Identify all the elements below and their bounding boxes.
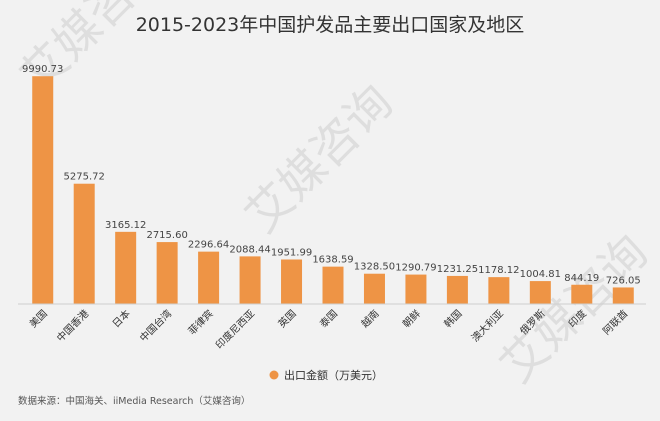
bar (322, 266, 344, 304)
bar-value-label: 5275.72 (64, 172, 105, 183)
x-tick-label: 中国台湾 (137, 307, 174, 344)
bar-value-label: 3165.12 (105, 220, 146, 231)
x-tick-label: 印度尼西亚 (213, 307, 258, 352)
chart-title: 2015-2023年中国护发品主要出口国家及地区 (136, 14, 525, 36)
watermark: 艾媒咨询 (235, 74, 403, 242)
bar-value-label: 2296.64 (188, 240, 229, 251)
x-tick-label: 英国 (275, 307, 298, 330)
source-note: 数据来源：中国海关、iiMedia Research（艾媒咨询） (18, 395, 250, 407)
bar-value-label: 1638.59 (312, 255, 353, 266)
bar-value-label: 1231.25 (437, 264, 478, 275)
bar-value-label: 2715.60 (146, 230, 187, 241)
x-tick-label: 日本 (109, 307, 132, 330)
x-tick-label: 美国 (27, 307, 50, 330)
x-tick-label: 中国香港 (54, 307, 91, 344)
bar (239, 256, 261, 304)
bar-value-label: 1328.50 (354, 262, 395, 273)
bar-value-label: 1178.12 (478, 265, 519, 276)
bar-value-label: 2088.44 (229, 244, 270, 255)
bar (198, 251, 220, 304)
bar (281, 259, 303, 304)
bar-value-label: 844.19 (564, 273, 599, 284)
bar (405, 274, 427, 304)
bar (529, 281, 551, 304)
x-tick-label: 朝鲜 (400, 307, 423, 330)
bar-value-label: 1951.99 (271, 247, 312, 258)
bar (32, 76, 54, 304)
x-tick-label: 菲律宾 (185, 307, 215, 337)
x-tick-label: 越南 (358, 307, 381, 330)
bar (612, 287, 634, 304)
x-tick-label: 韩国 (441, 307, 464, 330)
bar-value-label: 9990.73 (22, 64, 63, 75)
legend-label: 出口金额（万美元） (284, 368, 383, 382)
bar (488, 277, 510, 304)
bar (73, 183, 95, 304)
bar (115, 231, 137, 304)
x-tick-label: 泰国 (317, 307, 340, 330)
bar (363, 273, 385, 304)
watermark: 艾媒咨询 (490, 224, 658, 392)
bar-value-label: 1290.79 (395, 263, 436, 274)
bar (446, 275, 468, 304)
x-tick-label: 澳大利亚 (469, 307, 506, 344)
bar-value-label: 726.05 (606, 275, 641, 286)
legend-marker (269, 370, 279, 380)
bar (156, 242, 178, 304)
bar (571, 284, 593, 304)
bar-value-label: 1004.81 (520, 269, 561, 280)
